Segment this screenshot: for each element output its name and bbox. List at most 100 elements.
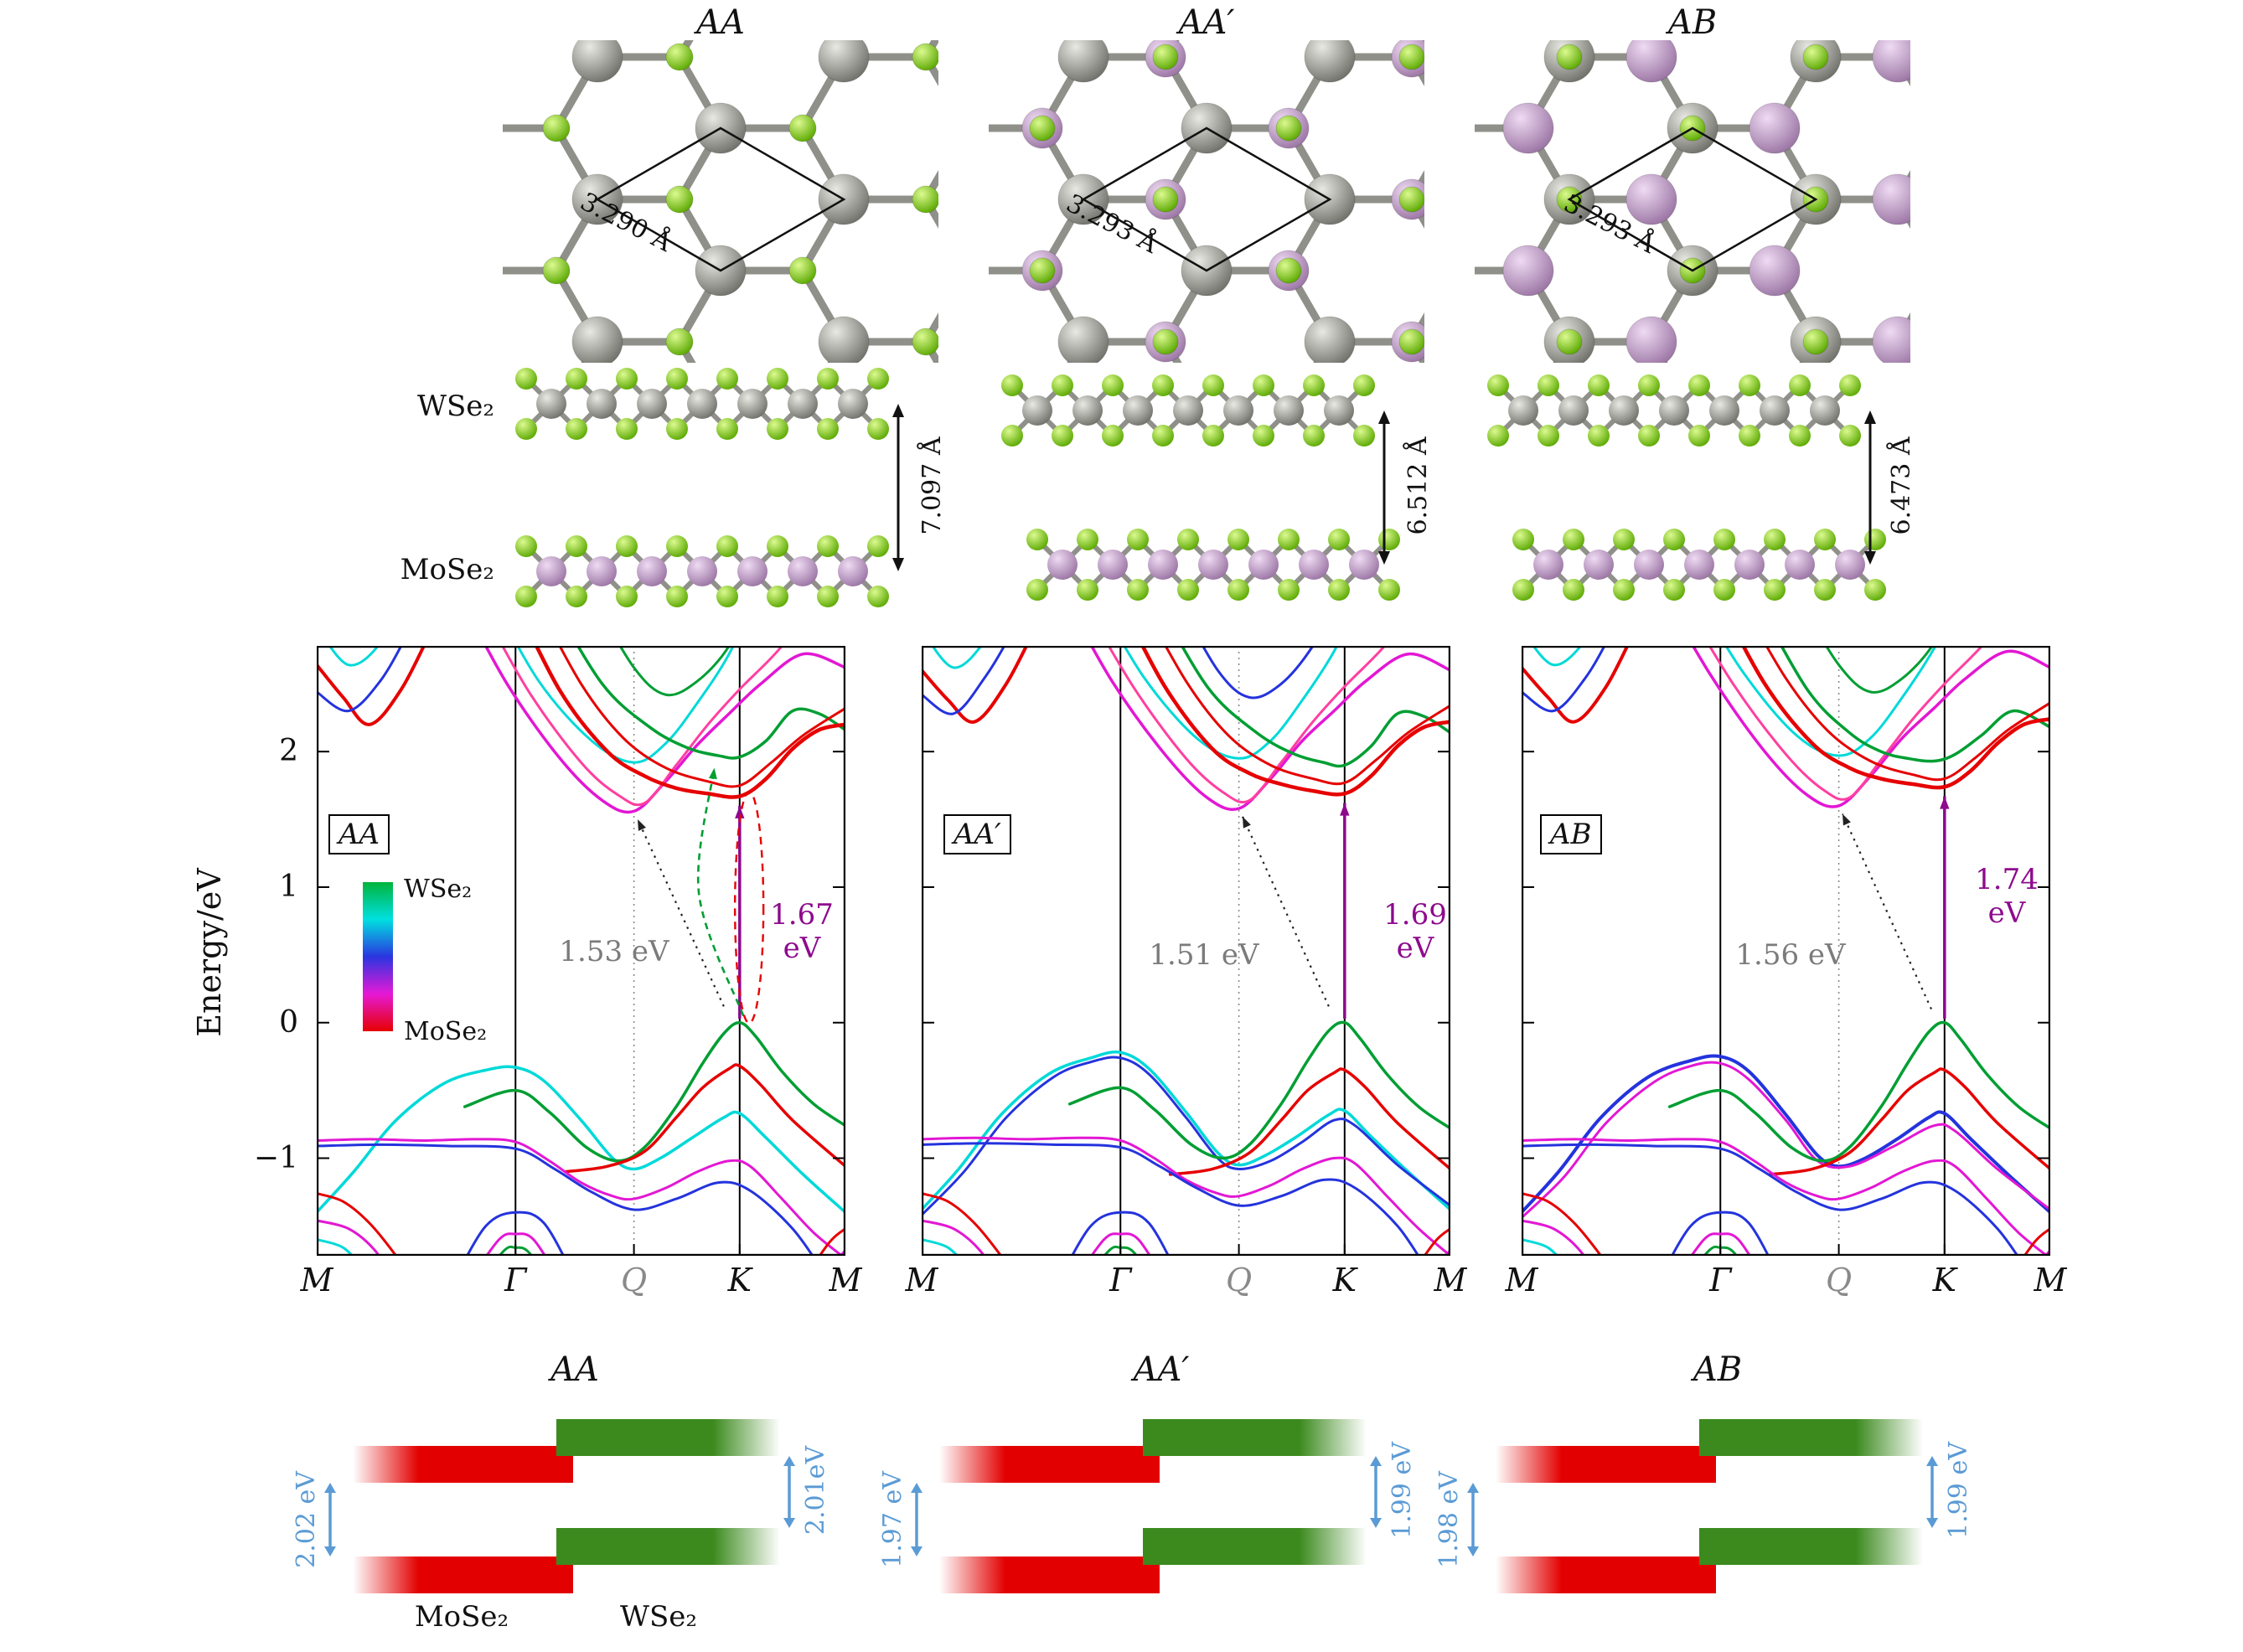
band-curve [500,646,784,807]
indirect-gap-arrow [637,818,725,1007]
x-tick-label: Q [621,1262,648,1298]
band-curve [317,1219,381,1256]
mose2-gap-label: 2.02 eV [292,1471,321,1568]
band-color-legend-bar [363,882,393,1031]
interlayer-distance-label: 6.473 Å [1887,436,1916,535]
gap-arrows [1467,1456,1938,1556]
band-curve [317,646,403,713]
band-curve [1089,1232,1152,1256]
band-curve [922,1136,1450,1256]
x-tick-label: K [727,1262,752,1298]
band-curve [1180,646,1450,768]
atoms [515,535,889,607]
band-curve [1768,1067,2050,1176]
wse2-gap-label: 1.99 eV [1944,1442,1973,1539]
gap-arrows [911,1456,1382,1556]
layer-label-wse2: WSe₂ [417,390,494,423]
panel-label-box: AA [328,814,390,854]
band-curve [1164,646,1450,786]
panel-frame [922,646,1450,1256]
x-tick-label: Q [1226,1262,1253,1298]
band-curve [317,1192,398,1256]
band-curve [922,1142,1420,1256]
direct-gap-label: 1.67 eV [770,898,834,965]
mose2-vb-bar [939,1556,1160,1593]
panel-label-box: AA′ [943,814,1011,854]
band-curve [1724,646,1937,757]
wse2-vb-bar [1699,1528,1923,1565]
side-view-structure-ab [1487,374,1886,601]
band-curve [1168,1067,1450,1176]
indirect-gap-label: 1.56 eV [1735,938,1846,972]
band-curve [1067,1020,1450,1160]
x-tick-label: M [905,1262,938,1298]
x-tick-label: M [2034,1262,2067,1298]
indirect-gap-arrow [1242,816,1330,1007]
wse2-cb-bar [556,1419,780,1456]
unit-cell-outline [1081,126,1332,272]
wse2-gap-label: 2.01eV [801,1445,830,1536]
atoms [1487,374,1861,447]
wse2-gap-label: 1.99 eV [1388,1442,1417,1539]
atoms [1512,529,1886,601]
mose2-gap-label: 1.97 eV [878,1471,907,1568]
alignment-title: AA [550,1350,599,1389]
band-curve [1522,1138,2049,1256]
mose2-vb-bar [1496,1556,1716,1593]
wse2-cb-bar [1699,1419,1923,1456]
interlayer-distance-label: 7.097 Å [917,436,947,535]
top-view-structure-aa [503,40,938,363]
band-curve [2023,1227,2050,1256]
band-curve [922,1056,1450,1216]
y-axis-label: Energy/eV [191,868,228,1037]
arrow-head [1243,816,1251,829]
x-tick-label: M [829,1262,862,1298]
band-curve [922,1238,959,1256]
arrow-head [1940,796,1950,809]
arrow-head [638,819,646,831]
y-tick-label: 0 [279,1005,298,1040]
band-curve [317,646,426,726]
panel-frame [317,646,845,1256]
band-curve [1522,1219,1586,1256]
green-dashed-transition [696,767,745,1017]
band-curve [1824,646,1934,694]
band-curve [1708,646,1984,801]
legend-label-mose2: MoSe₂ [404,1017,488,1046]
mose2-cb-bar [353,1446,573,1483]
y-tick-label: 1 [279,870,298,904]
indirect-gap-arrow [1842,813,1933,1010]
band-curve [922,1051,1450,1211]
band-curve [1140,646,1450,797]
y-tick-label: −1 [253,1141,298,1175]
red-dashed-ellipse [733,791,765,1025]
x-tick-label: Γ [504,1262,527,1298]
x-tick-label: M [1505,1262,1538,1298]
atoms [515,368,889,440]
alignment-title: AA′ [1133,1350,1190,1389]
band-curve [1423,1227,1450,1256]
layer-label-mose2: MoSe₂ [400,553,494,586]
atoms [542,40,938,363]
band-curve [317,1238,354,1256]
x-tick-label: K [1332,1262,1357,1298]
band-curve [1740,646,2050,790]
arrow-head [1340,803,1350,816]
arrow-head [1842,813,1851,826]
band-curve [1765,646,2050,782]
y-tick-label: 2 [279,734,298,768]
mose2-vb-bar [353,1556,573,1593]
band-curve [1522,1061,2050,1220]
indirect-gap-label: 1.53 eV [559,935,669,968]
band-curve [1522,1143,2019,1256]
band-curves [1522,646,2050,1256]
band-curves [317,646,845,1256]
band-curve [558,646,845,788]
x-tick-label: Q [1826,1262,1853,1298]
x-tick-label: M [300,1262,333,1298]
band-curve [618,646,731,697]
mose2-cb-bar [939,1446,1160,1483]
atoms [1502,40,1910,363]
top-view-structure-aap [989,40,1424,363]
band-curve [534,646,845,799]
